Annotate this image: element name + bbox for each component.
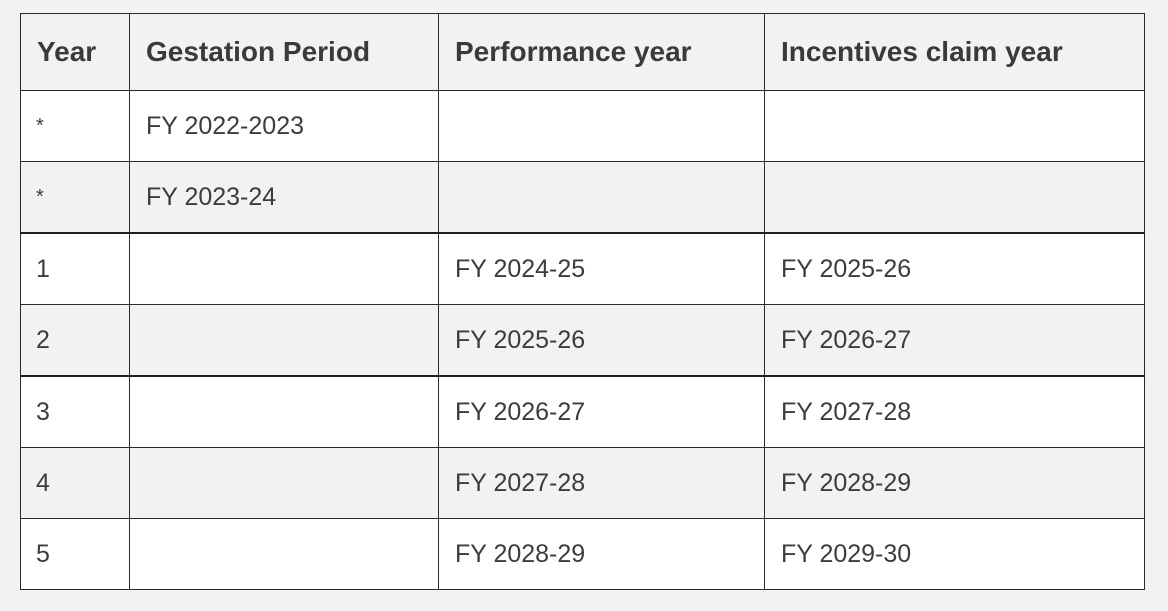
table-row: * FY 2022-2023 [20, 90, 1145, 162]
table-row: 5 FY 2028-29 FY 2029-30 [20, 518, 1145, 590]
cell-performance-year: FY 2028-29 [438, 518, 765, 590]
table-row: 4 FY 2027-28 FY 2028-29 [20, 447, 1145, 519]
table-row: 2 FY 2025-26 FY 2026-27 [20, 304, 1145, 377]
cell-gestation-period: FY 2022-2023 [129, 90, 439, 162]
cell-performance-year: FY 2025-26 [438, 304, 765, 377]
table-row: 3 FY 2026-27 FY 2027-28 [20, 375, 1145, 448]
header-year: Year [20, 13, 130, 91]
cell-performance-year: FY 2027-28 [438, 447, 765, 519]
cell-performance-year: FY 2026-27 [438, 375, 765, 448]
cell-year: * [20, 161, 130, 234]
cell-incentives-claim-year [764, 161, 1145, 234]
cell-performance-year [438, 161, 765, 234]
cell-year: 2 [20, 304, 130, 377]
header-incentives-claim-year: Incentives claim year [764, 13, 1145, 91]
cell-incentives-claim-year: FY 2029-30 [764, 518, 1145, 590]
header-performance-year: Performance year [438, 13, 765, 91]
cell-year: 4 [20, 447, 130, 519]
cell-year: * [20, 90, 130, 162]
cell-gestation-period [129, 304, 439, 377]
header-gestation-period: Gestation Period [129, 13, 439, 91]
cell-incentives-claim-year: FY 2028-29 [764, 447, 1145, 519]
cell-incentives-claim-year [764, 90, 1145, 162]
incentive-schedule-table: Year Gestation Period Performance year I… [20, 13, 1145, 590]
cell-incentives-claim-year: FY 2027-28 [764, 375, 1145, 448]
cell-gestation-period: FY 2023-24 [129, 161, 439, 234]
table-row: * FY 2023-24 [20, 161, 1145, 234]
cell-performance-year [438, 90, 765, 162]
cell-gestation-period [129, 447, 439, 519]
cell-gestation-period [129, 518, 439, 590]
cell-incentives-claim-year: FY 2025-26 [764, 232, 1145, 305]
cell-year: 5 [20, 518, 130, 590]
cell-incentives-claim-year: FY 2026-27 [764, 304, 1145, 377]
cell-year: 3 [20, 375, 130, 448]
incentive-schedule-table-container: Year Gestation Period Performance year I… [20, 13, 1145, 590]
table-header-row: Year Gestation Period Performance year I… [20, 13, 1145, 91]
cell-gestation-period [129, 375, 439, 448]
cell-performance-year: FY 2024-25 [438, 232, 765, 305]
table-row: 1 FY 2024-25 FY 2025-26 [20, 232, 1145, 305]
cell-year: 1 [20, 232, 130, 305]
cell-gestation-period [129, 232, 439, 305]
